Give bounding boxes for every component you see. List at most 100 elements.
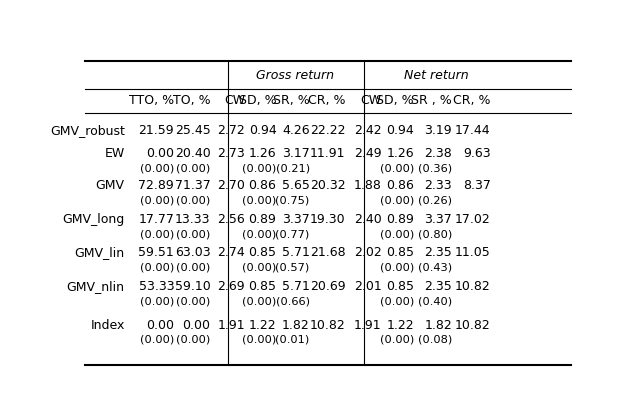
- Text: 2.40: 2.40: [354, 213, 381, 226]
- Text: (0.00): (0.00): [140, 263, 174, 273]
- Text: (0.80): (0.80): [418, 229, 452, 239]
- Text: Net return: Net return: [404, 68, 468, 82]
- Text: 11.91: 11.91: [310, 147, 346, 160]
- Text: 21.68: 21.68: [310, 246, 346, 259]
- Text: 1.22: 1.22: [249, 319, 276, 332]
- Text: 9.63: 9.63: [463, 147, 491, 160]
- Text: CR, %: CR, %: [308, 94, 346, 107]
- Text: (0.66): (0.66): [276, 296, 310, 306]
- Text: CR, %: CR, %: [453, 94, 491, 107]
- Text: 13.33: 13.33: [175, 213, 211, 226]
- Text: 5.65: 5.65: [282, 179, 310, 192]
- Text: 17.77: 17.77: [138, 213, 174, 226]
- Text: 0.89: 0.89: [386, 213, 414, 226]
- Text: TO, %: TO, %: [173, 94, 211, 107]
- Text: (0.00): (0.00): [242, 335, 276, 345]
- Text: Index: Index: [90, 319, 125, 332]
- Text: 59.51: 59.51: [138, 246, 174, 259]
- Text: 0.00: 0.00: [147, 147, 174, 160]
- Text: 2.49: 2.49: [354, 147, 381, 160]
- Text: (0.00): (0.00): [140, 296, 174, 306]
- Text: 72.89: 72.89: [138, 179, 174, 192]
- Text: (0.21): (0.21): [276, 163, 310, 173]
- Text: 2.70: 2.70: [218, 179, 245, 192]
- Text: SD, %: SD, %: [376, 94, 414, 107]
- Text: 3.17: 3.17: [282, 147, 310, 160]
- Text: 4.26: 4.26: [282, 124, 310, 138]
- Text: SR, %: SR, %: [273, 94, 310, 107]
- Text: (0.00): (0.00): [380, 296, 414, 306]
- Text: 1.91: 1.91: [218, 319, 245, 332]
- Text: GMV_robust: GMV_robust: [50, 124, 125, 138]
- Text: 0.89: 0.89: [248, 213, 276, 226]
- Text: 5.71: 5.71: [282, 280, 310, 293]
- Text: CW: CW: [224, 94, 245, 107]
- Text: 25.45: 25.45: [175, 124, 211, 138]
- Text: 0.00: 0.00: [182, 319, 211, 332]
- Text: Gross return: Gross return: [256, 68, 334, 82]
- Text: 10.82: 10.82: [310, 319, 346, 332]
- Text: 1.82: 1.82: [282, 319, 310, 332]
- Text: (0.00): (0.00): [140, 163, 174, 173]
- Text: (0.43): (0.43): [418, 263, 452, 273]
- Text: 2.73: 2.73: [218, 147, 245, 160]
- Text: 20.69: 20.69: [310, 280, 346, 293]
- Text: 3.37: 3.37: [282, 213, 310, 226]
- Text: 0.85: 0.85: [386, 246, 414, 259]
- Text: SR , %: SR , %: [412, 94, 452, 107]
- Text: 1.82: 1.82: [424, 319, 452, 332]
- Text: 0.86: 0.86: [248, 179, 276, 192]
- Text: 0.00: 0.00: [147, 319, 174, 332]
- Text: (0.00): (0.00): [380, 263, 414, 273]
- Text: 53.33: 53.33: [139, 280, 174, 293]
- Text: SD, %: SD, %: [239, 94, 276, 107]
- Text: EW: EW: [104, 147, 125, 160]
- Text: (0.57): (0.57): [275, 263, 310, 273]
- Text: (0.00): (0.00): [176, 229, 211, 239]
- Text: 11.05: 11.05: [455, 246, 491, 259]
- Text: (0.08): (0.08): [418, 335, 452, 345]
- Text: 0.86: 0.86: [386, 179, 414, 192]
- Text: 2.38: 2.38: [424, 147, 452, 160]
- Text: TTO, %: TTO, %: [129, 94, 174, 107]
- Text: 2.33: 2.33: [424, 179, 452, 192]
- Text: (0.00): (0.00): [140, 229, 174, 239]
- Text: 0.94: 0.94: [249, 124, 276, 138]
- Text: (0.40): (0.40): [418, 296, 452, 306]
- Text: (0.00): (0.00): [242, 163, 276, 173]
- Text: 8.37: 8.37: [463, 179, 491, 192]
- Text: GMV: GMV: [95, 179, 125, 192]
- Text: (0.75): (0.75): [275, 196, 310, 206]
- Text: CW: CW: [360, 94, 381, 107]
- Text: 3.19: 3.19: [424, 124, 452, 138]
- Text: (0.01): (0.01): [275, 335, 310, 345]
- Text: GMV_long: GMV_long: [62, 213, 125, 226]
- Text: 0.85: 0.85: [386, 280, 414, 293]
- Text: 59.10: 59.10: [175, 280, 211, 293]
- Text: (0.36): (0.36): [418, 163, 452, 173]
- Text: 63.03: 63.03: [175, 246, 211, 259]
- Text: 21.59: 21.59: [139, 124, 174, 138]
- Text: 0.85: 0.85: [248, 280, 276, 293]
- Text: (0.00): (0.00): [176, 196, 211, 206]
- Text: (0.00): (0.00): [140, 335, 174, 345]
- Text: 1.88: 1.88: [354, 179, 381, 192]
- Text: 17.44: 17.44: [455, 124, 491, 138]
- Text: 2.35: 2.35: [424, 246, 452, 259]
- Text: (0.00): (0.00): [242, 296, 276, 306]
- Text: 2.69: 2.69: [218, 280, 245, 293]
- Text: (0.00): (0.00): [242, 229, 276, 239]
- Text: 17.02: 17.02: [455, 213, 491, 226]
- Text: (0.00): (0.00): [380, 335, 414, 345]
- Text: 1.26: 1.26: [386, 147, 414, 160]
- Text: (0.26): (0.26): [418, 196, 452, 206]
- Text: 10.82: 10.82: [455, 280, 491, 293]
- Text: (0.00): (0.00): [380, 196, 414, 206]
- Text: 2.72: 2.72: [218, 124, 245, 138]
- Text: 71.37: 71.37: [175, 179, 211, 192]
- Text: 19.30: 19.30: [310, 213, 346, 226]
- Text: 2.35: 2.35: [424, 280, 452, 293]
- Text: (0.00): (0.00): [242, 263, 276, 273]
- Text: (0.00): (0.00): [176, 163, 211, 173]
- Text: 20.32: 20.32: [310, 179, 346, 192]
